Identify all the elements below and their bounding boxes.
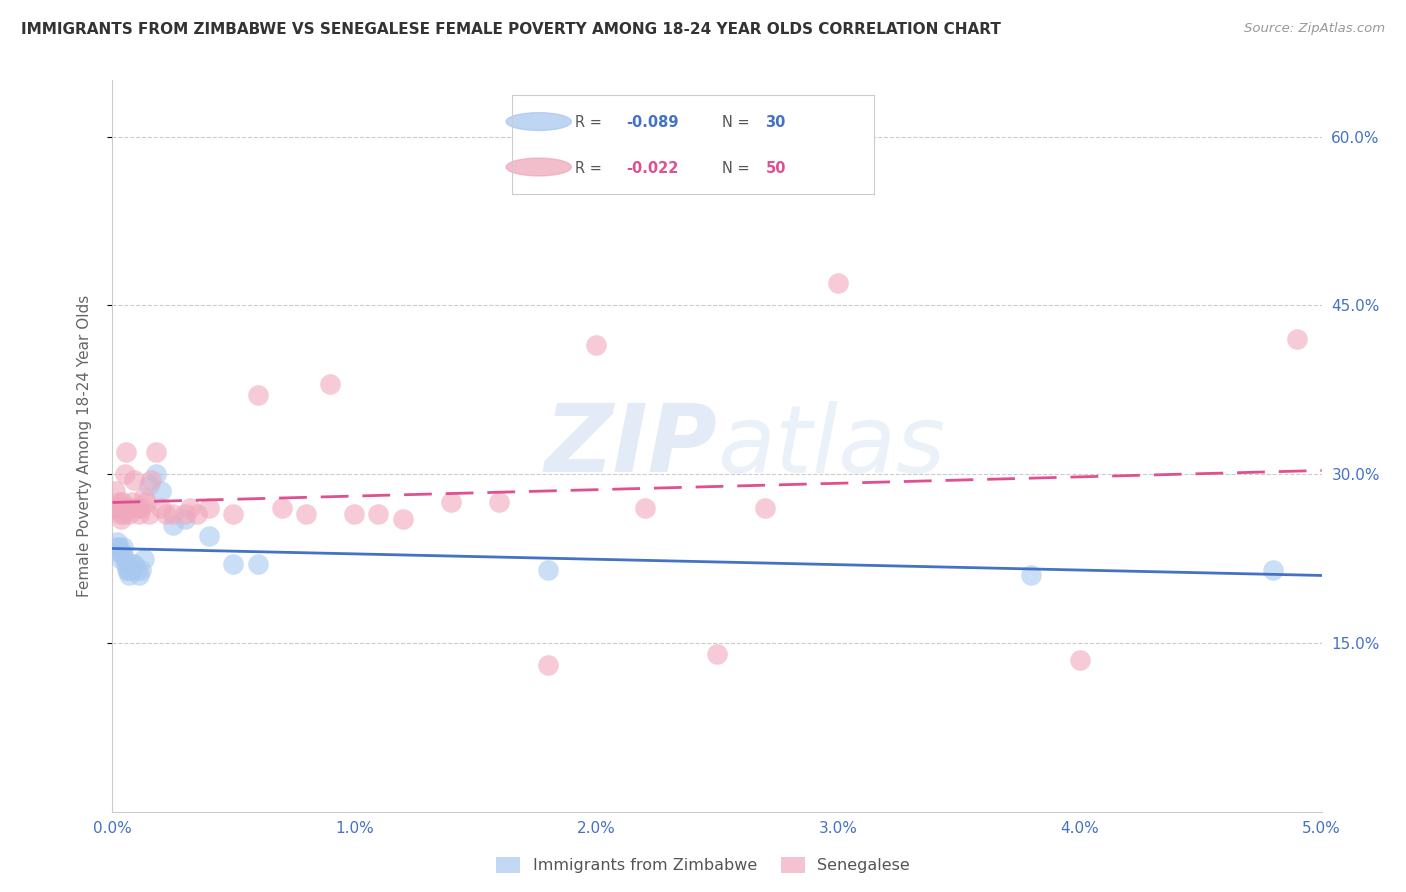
Point (270, 500, 292, 515)
Point (222, 507, 245, 521)
Point (295, 507, 318, 521)
Point (319, 377, 342, 392)
Point (120, 563, 142, 577)
Point (108, 507, 131, 521)
Point (633, 500, 655, 515)
Point (132, 551, 155, 566)
Point (132, 490, 155, 504)
Point (149, 500, 172, 515)
Point (120, 500, 142, 515)
Point (125, 500, 148, 515)
Text: Source: ZipAtlas.com: Source: ZipAtlas.com (1244, 22, 1385, 36)
Point (110, 512, 132, 526)
Point (1286, 332, 1309, 346)
Point (138, 507, 160, 521)
Point (1021, 568, 1043, 582)
Point (105, 541, 128, 555)
Point (118, 568, 141, 582)
Point (117, 500, 139, 515)
Point (343, 507, 366, 521)
Point (114, 444, 136, 458)
Point (104, 483, 127, 498)
Point (118, 507, 141, 521)
Point (128, 507, 150, 521)
Legend: Immigrants from Zimbabwe, Senegalese: Immigrants from Zimbabwe, Senegalese (489, 850, 917, 880)
Point (391, 512, 413, 526)
Point (114, 557, 136, 571)
Point (246, 557, 269, 571)
Point (103, 500, 125, 515)
Point (122, 473, 145, 487)
Point (186, 507, 208, 521)
Point (111, 546, 134, 560)
Point (111, 495, 134, 509)
Point (122, 557, 145, 571)
Text: IMMIGRANTS FROM ZIMBABWE VS SENEGALESE FEMALE POVERTY AMONG 18-24 YEAR OLDS CORR: IMMIGRANTS FROM ZIMBABWE VS SENEGALESE F… (21, 22, 1001, 37)
Point (198, 529, 221, 543)
Point (114, 551, 136, 566)
Point (179, 500, 201, 515)
Point (138, 478, 160, 492)
Point (827, 276, 849, 290)
Point (135, 495, 157, 509)
Point (131, 563, 153, 577)
Y-axis label: Female Poverty Among 18-24 Year Olds: Female Poverty Among 18-24 Year Olds (77, 295, 91, 597)
Point (585, 337, 607, 351)
Point (112, 541, 135, 555)
Point (145, 444, 167, 458)
Point (222, 557, 245, 571)
Point (145, 467, 167, 482)
Point (131, 500, 153, 515)
Point (107, 541, 129, 555)
Text: ZIP: ZIP (544, 400, 717, 492)
Point (155, 507, 177, 521)
Point (121, 557, 143, 571)
Point (537, 658, 560, 673)
Point (367, 507, 389, 521)
Point (1069, 653, 1091, 667)
Point (1263, 563, 1285, 577)
Point (105, 534, 128, 549)
Point (440, 495, 463, 509)
Point (112, 507, 135, 521)
Text: atlas: atlas (717, 401, 945, 491)
Point (754, 500, 776, 515)
Point (121, 495, 143, 509)
Point (114, 467, 136, 482)
Point (128, 568, 150, 582)
Point (706, 647, 728, 661)
Point (105, 500, 128, 515)
Point (162, 517, 184, 532)
Point (105, 500, 128, 515)
Point (537, 563, 560, 577)
Point (115, 500, 138, 515)
Point (125, 563, 148, 577)
Point (110, 551, 132, 566)
Point (107, 495, 129, 509)
Point (115, 563, 138, 577)
Point (117, 563, 139, 577)
Point (246, 388, 269, 402)
Point (174, 507, 197, 521)
Point (149, 483, 172, 498)
Point (108, 546, 131, 560)
Point (198, 500, 221, 515)
Point (162, 507, 184, 521)
Point (141, 473, 163, 487)
Point (174, 512, 197, 526)
Point (488, 495, 510, 509)
